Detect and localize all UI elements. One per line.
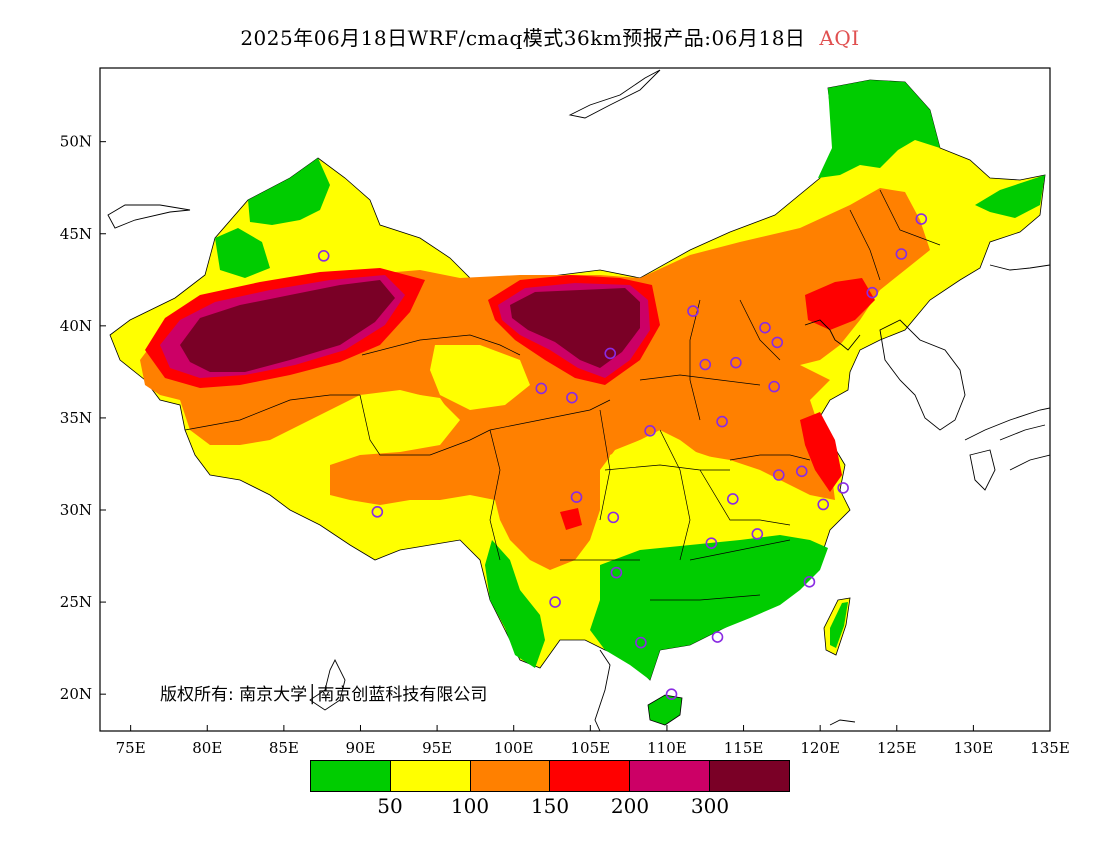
legend-swatch [630,761,711,791]
city-station-marker [866,286,879,299]
x-axis: 75E 80E 85E 90E 95E 100E 105E 110E 115E 120E 125E 1… [116,725,1070,757]
neighbor-coastlines [107,69,1050,731]
city-station-marker [607,511,620,524]
y-tick-label: 45N [60,225,92,243]
city-station-marker [711,631,724,643]
city-station-marker [795,465,808,478]
city-station-marker [727,493,739,505]
city-station-marker [803,576,816,588]
city-station-marker [716,415,728,428]
map-content [107,69,1050,731]
aqi-zone-yunnan-green [485,540,545,668]
city-station-marker [549,596,561,608]
aqi-zone-hulunbuir-green [975,175,1045,218]
city-station-marker [699,358,712,371]
city-station-marker [610,566,623,579]
aqi-legend [310,760,790,792]
station-markers [317,213,928,700]
city-station-marker [895,248,908,260]
y-tick-label: 20N [60,685,92,703]
city-station-marker [535,382,548,395]
legend-swatch [311,761,391,791]
city-station-marker [604,347,617,360]
legend-swatch [470,761,551,791]
aqi-zone-jiangsu-red [800,412,842,492]
x-tick-label: 100E [494,739,534,757]
legend-swatch [710,761,789,791]
x-tick-label: 130E [954,739,994,757]
x-tick-label: 110E [647,739,687,757]
copyright-text: 版权所有: 南京大学│南京创蓝科技有限公司 [160,685,488,705]
taiwan-green [830,602,848,648]
city-station-marker [817,498,830,511]
aqi-zone-tarim-hazardous [180,280,395,372]
aqi-zone-dzungaria-green [248,158,330,225]
legend-swatch [550,761,631,791]
city-station-marker [635,636,647,649]
legend-swatch [390,761,471,791]
map-frame [99,67,1051,732]
y-axis: 20N 25N 30N 35N 40N 45N 50N [60,133,106,703]
aqi-zone-tibet-yellow [345,392,455,452]
aqi-zone-alxa-hazardous [510,288,640,368]
x-tick-label: 125E [877,739,917,757]
x-tick-label: 95E [422,739,452,757]
city-station-marker [768,380,780,393]
city-station-marker [566,391,578,404]
title-text: 2025年06月18日WRF/cmaq模式36km预报产品:06月18日 [240,26,806,50]
legend-label: 100 [450,794,490,818]
city-station-marker [837,482,849,494]
title-variable: AQI [819,26,860,50]
x-tick-label: 105E [571,739,611,757]
city-station-marker [665,688,678,700]
x-tick-label: 80E [192,739,222,757]
y-tick-label: 40N [60,317,92,335]
legend-label: 200 [610,794,650,818]
city-station-marker [751,528,764,540]
y-tick-label: 30N [60,501,92,519]
city-station-marker [644,425,656,437]
x-tick-label: 85E [269,739,299,757]
y-tick-label: 25N [60,593,92,611]
y-tick-label: 35N [60,409,92,427]
legend-label: 150 [530,794,570,818]
province-boundaries [184,189,941,601]
aqi-zone-central-yellow [600,435,760,545]
x-tick-label: 135E [1030,739,1070,757]
aqi-zone-ili-green [215,228,270,278]
city-station-marker [771,336,784,349]
aqi-zone-sichuan-red [560,508,582,530]
aqi-zone-south-green [590,535,828,680]
aqi-zone-bohai-red [805,278,875,330]
city-station-marker [772,469,785,481]
city-station-marker [759,321,771,334]
aqi-zone-qinghai-yellow [430,345,530,410]
x-tick-label: 120E [800,739,840,757]
city-station-marker [705,537,718,549]
city-station-marker [570,491,583,503]
x-tick-label: 115E [724,739,764,757]
legend-label: 50 [377,794,403,818]
aqi-zone-northeast-green [818,80,940,178]
city-station-marker [687,305,699,317]
y-tick-label: 50N [60,133,92,151]
city-station-marker [371,506,384,518]
legend-label: 300 [690,794,730,818]
city-station-marker [915,213,928,225]
city-station-marker [317,250,330,262]
x-tick-label: 75E [116,739,146,757]
map-title: 2025年06月18日WRF/cmaq模式36km预报产品:06月18日 AQI [0,22,1100,51]
hainan-island [647,694,683,726]
x-tick-label: 90E [345,739,375,757]
city-station-marker [730,356,742,369]
